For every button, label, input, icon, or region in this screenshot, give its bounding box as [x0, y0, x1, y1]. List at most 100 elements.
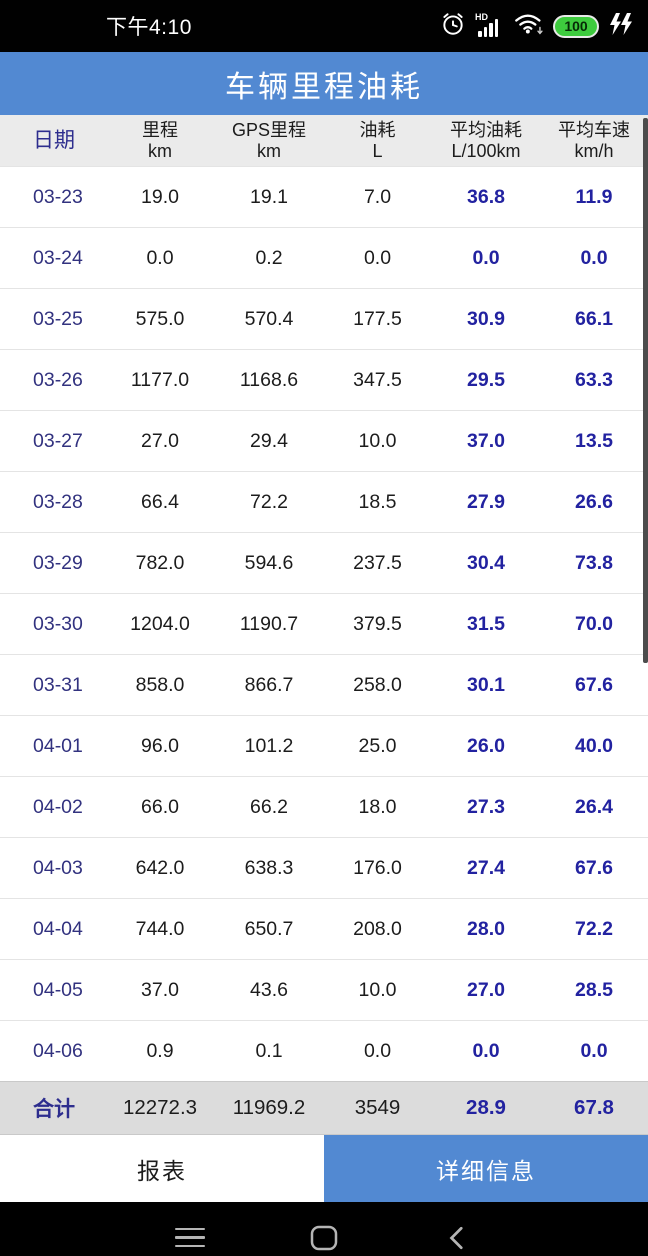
avg-fuel-cell: 36.8 — [467, 185, 505, 208]
avg-speed-cell: 63.3 — [575, 368, 613, 391]
gps-mileage-cell: 638.3 — [244, 856, 294, 879]
detail-info-button[interactable]: 详细信息 — [324, 1135, 648, 1202]
table-row[interactable]: 03-27 27.0 29.4 10.0 37.0 13.5 — [0, 410, 648, 471]
mileage-cell: 744.0 — [135, 917, 185, 940]
mileage-cell: 782.0 — [135, 551, 185, 574]
gps-mileage-cell: 101.2 — [244, 734, 294, 757]
avg-speed-cell: 0.0 — [580, 246, 608, 269]
total-mileage: 12272.3 — [122, 1096, 198, 1119]
fuel-cell: 10.0 — [358, 429, 397, 452]
fuel-cell: 10.0 — [358, 978, 397, 1001]
date-cell: 03-26 — [33, 368, 83, 391]
avg-speed-cell: 26.6 — [575, 490, 613, 513]
avg-fuel-cell: 0.0 — [472, 246, 500, 269]
date-cell: 03-31 — [33, 673, 83, 696]
wifi-icon — [514, 12, 544, 41]
table-row[interactable]: 03-29 782.0 594.6 237.5 30.4 73.8 — [0, 532, 648, 593]
gps-mileage-cell: 866.7 — [244, 673, 294, 696]
fuel-cell: 258.0 — [353, 673, 402, 696]
list-scrollbar[interactable] — [643, 118, 648, 663]
signal-icon: HD — [475, 11, 505, 41]
avg-fuel-cell: 29.5 — [467, 368, 505, 391]
date-cell: 03-23 — [33, 185, 83, 208]
fuel-cell: 7.0 — [363, 185, 392, 208]
gps-mileage-cell: 19.1 — [250, 185, 288, 208]
date-cell: 04-01 — [33, 734, 83, 757]
table-row[interactable]: 04-03 642.0 638.3 176.0 27.4 67.6 — [0, 837, 648, 898]
table-row[interactable]: 04-05 37.0 43.6 10.0 27.0 28.5 — [0, 959, 648, 1020]
total-fuel: 3549 — [354, 1096, 401, 1119]
status-time: 下午4:10 — [106, 16, 192, 39]
date-cell: 04-03 — [33, 856, 83, 879]
table-row[interactable]: 04-06 0.9 0.1 0.0 0.0 0.0 — [0, 1020, 648, 1081]
col-header-mileage: 里程 km — [142, 119, 178, 161]
mileage-cell: 858.0 — [135, 673, 185, 696]
gps-mileage-cell: 66.2 — [250, 795, 288, 818]
avg-speed-cell: 28.5 — [575, 978, 613, 1001]
table-row[interactable]: 03-25 575.0 570.4 177.5 30.9 66.1 — [0, 288, 648, 349]
status-icons: HD 100 — [440, 11, 634, 42]
table-row[interactable]: 03-26 1177.0 1168.6 347.5 29.5 63.3 — [0, 349, 648, 410]
avg-speed-cell: 73.8 — [575, 551, 613, 574]
flash-icon — [608, 12, 634, 41]
avg-fuel-cell: 26.0 — [467, 734, 505, 757]
report-button[interactable]: 报表 — [0, 1135, 324, 1202]
avg-fuel-cell: 0.0 — [472, 1039, 500, 1062]
fuel-cell: 379.5 — [353, 612, 402, 635]
mileage-cell: 96.0 — [141, 734, 179, 757]
table-row[interactable]: 04-04 744.0 650.7 208.0 28.0 72.2 — [0, 898, 648, 959]
avg-fuel-cell: 28.0 — [467, 917, 505, 940]
avg-speed-cell: 72.2 — [575, 917, 613, 940]
date-cell: 04-05 — [33, 978, 83, 1001]
total-avg-speed: 67.8 — [574, 1096, 614, 1119]
gps-mileage-cell: 594.6 — [244, 551, 294, 574]
table-row[interactable]: 03-28 66.4 72.2 18.5 27.9 26.6 — [0, 471, 648, 532]
col-header-avg-fuel: 平均油耗 L/100km — [450, 119, 522, 161]
table-row[interactable]: 03-30 1204.0 1190.7 379.5 31.5 70.0 — [0, 593, 648, 654]
total-row: 合计 12272.3 11969.2 3549 28.9 67.8 — [0, 1081, 648, 1134]
avg-fuel-cell: 27.4 — [467, 856, 505, 879]
avg-speed-cell: 67.6 — [575, 673, 613, 696]
back-icon[interactable] — [443, 1223, 473, 1253]
gps-mileage-cell: 72.2 — [250, 490, 288, 513]
table-row[interactable]: 04-01 96.0 101.2 25.0 26.0 40.0 — [0, 715, 648, 776]
fuel-cell: 0.0 — [363, 246, 392, 269]
table-header: 日期 里程 km GPS里程 km 油耗 L 平均油耗 L/100km 平均车速 km/h — [0, 115, 648, 166]
mileage-cell: 66.0 — [141, 795, 179, 818]
status-bar: 下午4:10 HD — [0, 0, 648, 52]
mileage-cell: 27.0 — [141, 429, 179, 452]
fuel-cell: 0.0 — [363, 1039, 392, 1062]
avg-speed-cell: 70.0 — [575, 612, 613, 635]
menu-icon[interactable] — [175, 1223, 205, 1253]
fuel-cell: 177.5 — [353, 307, 402, 330]
avg-speed-cell: 66.1 — [575, 307, 613, 330]
gps-mileage-cell: 650.7 — [244, 917, 294, 940]
page-title: 车辆里程油耗 — [225, 70, 423, 104]
gps-mileage-cell: 1168.6 — [239, 368, 299, 391]
gps-mileage-cell: 0.1 — [255, 1039, 283, 1062]
fuel-cell: 18.0 — [358, 795, 397, 818]
table-row[interactable]: 03-23 19.0 19.1 7.0 36.8 11.9 — [0, 166, 648, 227]
gps-mileage-cell: 1190.7 — [239, 612, 299, 635]
total-gps-mileage: 11969.2 — [232, 1096, 306, 1119]
fuel-cell: 347.5 — [353, 368, 402, 391]
col-header-avg-speed: 平均车速 km/h — [558, 119, 630, 161]
android-nav-bar — [0, 1202, 648, 1256]
home-icon[interactable] — [309, 1223, 339, 1253]
mileage-cell: 0.0 — [146, 246, 174, 269]
date-cell: 04-04 — [33, 917, 83, 940]
avg-fuel-cell: 30.9 — [467, 307, 505, 330]
avg-speed-cell: 13.5 — [575, 429, 613, 452]
fuel-cell: 25.0 — [358, 734, 397, 757]
table-row[interactable]: 03-31 858.0 866.7 258.0 30.1 67.6 — [0, 654, 648, 715]
date-cell: 03-30 — [33, 612, 83, 635]
avg-speed-cell: 0.0 — [580, 1039, 608, 1062]
date-cell: 04-06 — [33, 1039, 83, 1062]
mileage-cell: 1204.0 — [130, 612, 190, 635]
table-row[interactable]: 04-02 66.0 66.2 18.0 27.3 26.4 — [0, 776, 648, 837]
avg-speed-cell: 26.4 — [575, 795, 613, 818]
gps-mileage-cell: 43.6 — [250, 978, 288, 1001]
mileage-cell: 1177.0 — [130, 368, 190, 391]
gps-mileage-cell: 29.4 — [250, 429, 288, 452]
table-row[interactable]: 03-24 0.0 0.2 0.0 0.0 0.0 — [0, 227, 648, 288]
